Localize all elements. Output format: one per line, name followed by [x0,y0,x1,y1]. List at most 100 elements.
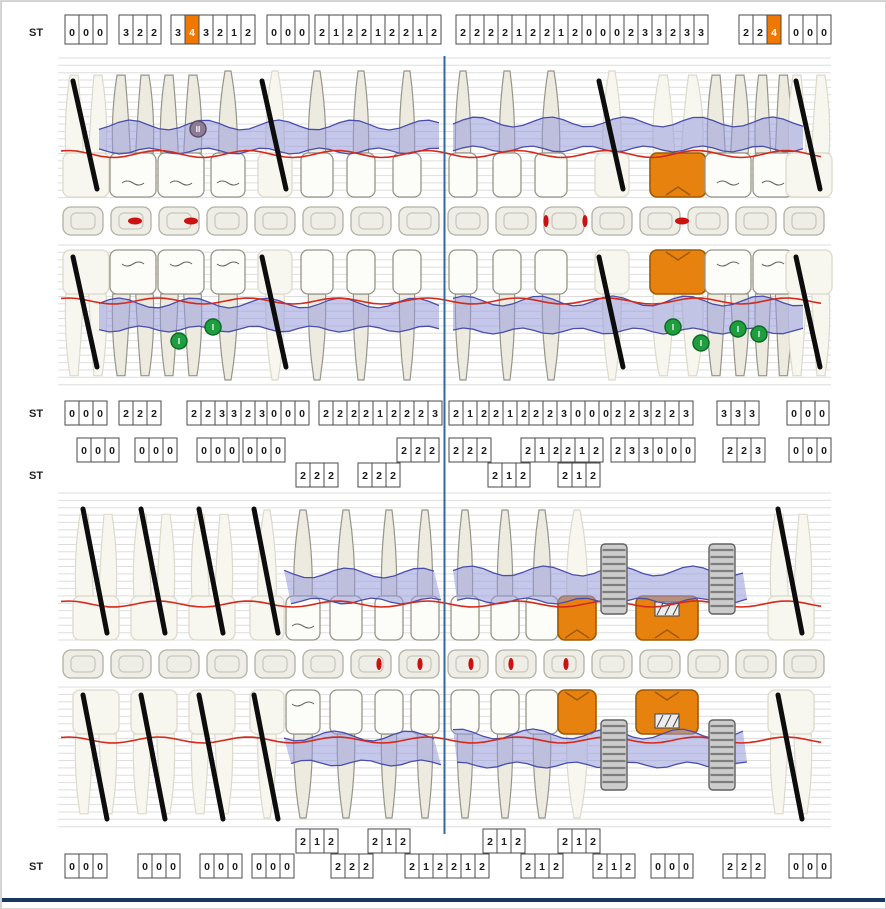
occlusal-surface[interactable] [735,649,777,679]
occlusal-surface[interactable] [639,649,681,679]
tooth-lower-buccal-14[interactable] [635,689,699,735]
missing-tooth-strike [775,506,805,636]
occlusal-surface[interactable] [398,206,440,236]
implant-fixture[interactable] [708,719,736,791]
probing-depth-cell[interactable] [92,14,108,45]
probing-depth-cell[interactable] [165,853,181,879]
implant-fixture[interactable] [708,543,736,615]
probing-depth-cell[interactable] [620,853,636,879]
probing-depth-cell[interactable] [395,828,411,854]
occlusal-surface[interactable] [543,206,585,236]
probing-depth-cell[interactable] [585,462,601,488]
probing-depth-value: 1 [576,836,582,848]
crown-cusp-line [654,629,680,639]
occlusal-surface[interactable] [687,206,729,236]
furcation-marker[interactable] [750,325,768,343]
probing-depth-cell[interactable] [680,437,696,463]
occlusal-surface[interactable] [591,206,633,236]
probing-depth-cell[interactable] [678,400,694,426]
occlusal-red-dot [582,215,588,227]
occlusal-surface[interactable] [254,649,296,679]
implant-fixture[interactable] [600,543,628,615]
probing-depth-cell[interactable] [424,437,440,463]
occlusal-surface[interactable] [495,649,537,679]
probing-depth-cell[interactable] [227,853,243,879]
tooth-upper-palatal-1[interactable] [62,249,110,377]
furcation-marker[interactable] [204,318,222,336]
occlusal-surface[interactable] [687,649,729,679]
probing-depth-cell[interactable] [814,400,830,426]
occlusal-surface[interactable] [447,649,489,679]
occlusal-surface[interactable] [639,206,681,236]
probing-depth-cell[interactable] [427,400,443,426]
probing-depth-value: 3 [203,27,209,39]
occlusal-surface[interactable] [110,649,152,679]
probing-depth-cell[interactable] [426,14,442,45]
probing-depth-value: 2 [757,27,763,39]
furcation-marker[interactable] [189,120,207,138]
occlusal-surface[interactable] [302,649,344,679]
probing-depth-cell[interactable] [548,853,564,879]
probing-depth-cell[interactable] [294,400,310,426]
occlusal-surface[interactable] [350,206,392,236]
occlusal-surface[interactable] [158,649,200,679]
probing-depth-cell[interactable] [766,14,782,45]
furcation-marker[interactable] [664,318,682,336]
probing-depth-cell[interactable] [270,437,286,463]
occlusal-surface[interactable] [591,649,633,679]
probing-depth-cell[interactable] [146,400,162,426]
probing-depth-cell[interactable] [816,853,832,879]
probing-depth-cell[interactable] [358,853,374,879]
probing-depth-cell[interactable] [224,437,240,463]
probing-depth-cell[interactable] [104,437,120,463]
missing-tooth-strike [251,692,281,822]
probing-depth-value: 0 [285,408,291,420]
probing-depth-cell[interactable] [385,462,401,488]
occlusal-surface[interactable] [62,206,104,236]
occlusal-surface[interactable] [206,649,248,679]
probing-depth-cell[interactable] [323,462,339,488]
furcation-marker[interactable] [170,332,188,350]
probing-depth-cell[interactable] [510,828,526,854]
probing-depth-cell[interactable] [588,437,604,463]
probing-depth-cell[interactable] [750,853,766,879]
occlusal-surface[interactable] [783,206,825,236]
occlusal-surface[interactable] [495,206,537,236]
probing-depth-cell[interactable] [585,828,601,854]
probing-depth-cell[interactable] [294,14,310,45]
occlusal-surface[interactable] [447,206,489,236]
tooth-crown [157,249,205,295]
probing-depth-value: 3 [175,27,181,39]
occlusal-outline [591,206,633,236]
implant-fixture[interactable] [600,719,628,791]
occlusal-surface[interactable] [254,206,296,236]
probing-depth-cell[interactable] [240,14,256,45]
probing-depth-cell[interactable] [750,437,766,463]
occlusal-surface[interactable] [206,206,248,236]
occlusal-fissure-line [216,180,240,186]
furcation-marker[interactable] [692,334,710,352]
probing-depth-cell[interactable] [92,400,108,426]
occlusal-surface[interactable] [350,649,392,679]
probing-depth-cell[interactable] [744,400,760,426]
probing-depth-cell[interactable] [474,853,490,879]
occlusal-surface[interactable] [783,649,825,679]
probing-depth-cell[interactable] [816,437,832,463]
probing-depth-cell[interactable] [323,828,339,854]
probing-depth-value: 0 [229,445,235,457]
probing-depth-cell[interactable] [92,853,108,879]
probing-depth-cell[interactable] [515,462,531,488]
probing-depth-cell[interactable] [162,437,178,463]
probing-depth-cell[interactable] [678,853,694,879]
probing-depth-cell[interactable] [146,14,162,45]
occlusal-surface[interactable] [302,206,344,236]
probing-depth-cell[interactable] [279,853,295,879]
probing-depth-cell[interactable] [693,14,709,45]
occlusal-surface[interactable] [735,206,777,236]
probing-depth-cell[interactable] [476,437,492,463]
tooth-lower-buccal-16[interactable] [767,689,815,815]
probing-depth-cell[interactable] [816,14,832,45]
furcation-marker[interactable] [729,320,747,338]
occlusal-surface[interactable] [62,649,104,679]
